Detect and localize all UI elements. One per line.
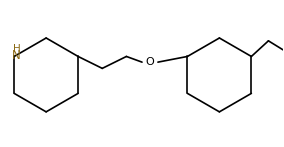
Text: O: O: [146, 57, 154, 67]
Text: N: N: [12, 49, 21, 62]
Text: H: H: [12, 44, 20, 54]
